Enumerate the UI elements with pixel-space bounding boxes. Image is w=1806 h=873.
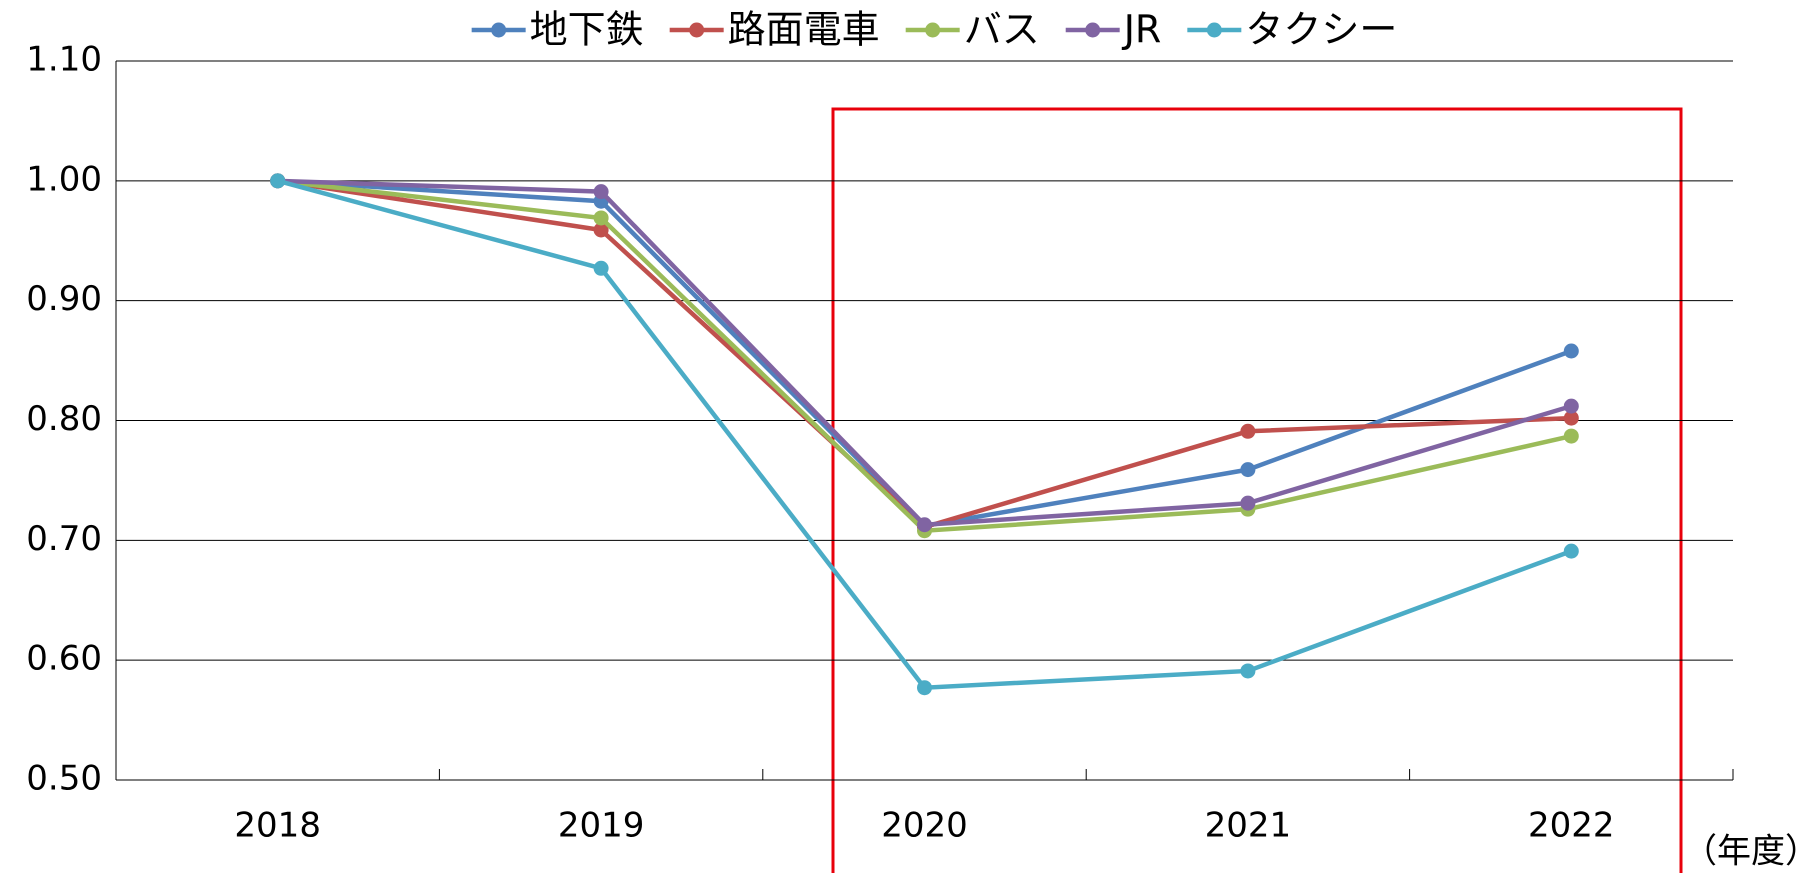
legend-label: バス [964, 8, 1040, 52]
y-tick-label: 1.00 [26, 159, 102, 199]
legend-marker [1206, 22, 1222, 38]
x-tick-label: 2021 [1205, 806, 1292, 846]
point [593, 184, 609, 200]
point [1563, 398, 1579, 414]
legend-item: 路面電車 [669, 8, 880, 52]
legend-label: JR [1122, 8, 1162, 52]
x-tick-label: 2018 [234, 806, 321, 846]
x-axis-label: （年度） [1683, 832, 1806, 872]
y-tick-label: 0.50 [26, 759, 102, 799]
legend-label: 路面電車 [728, 8, 880, 52]
x-tick-label: 2022 [1528, 806, 1615, 846]
point [1563, 343, 1579, 359]
legend-item: JR [1065, 8, 1162, 52]
y-tick-label: 0.70 [26, 519, 102, 559]
legend-marker [925, 22, 941, 38]
point [1240, 495, 1256, 511]
point [1563, 428, 1579, 444]
y-tick-label: 0.80 [26, 399, 102, 439]
highlight-box [831, 107, 1683, 873]
point [1563, 543, 1579, 559]
y-tick-label: 0.90 [26, 279, 102, 319]
point [593, 222, 609, 238]
point [1240, 462, 1256, 478]
legend-item: バス [905, 8, 1040, 52]
point [1563, 410, 1579, 426]
point [1240, 663, 1256, 679]
point [270, 173, 286, 189]
point [593, 260, 609, 276]
point [1240, 423, 1256, 439]
y-tick-label: 1.10 [26, 40, 102, 80]
point [917, 680, 932, 696]
point [917, 517, 932, 533]
x-tick-label: 2019 [558, 806, 645, 846]
legend-label: タクシー [1245, 8, 1397, 52]
legend-marker [1085, 22, 1101, 38]
legend-item: タクシー [1187, 8, 1397, 52]
series-line [277, 178, 1573, 691]
x-tick-label: 2020 [881, 806, 968, 846]
legend-item: 地下鉄 [471, 8, 644, 52]
y-tick-label: 0.60 [26, 639, 102, 679]
point [593, 210, 609, 226]
legend-marker [689, 22, 705, 38]
legend-label: 地下鉄 [530, 8, 644, 52]
legend-marker [491, 22, 507, 38]
